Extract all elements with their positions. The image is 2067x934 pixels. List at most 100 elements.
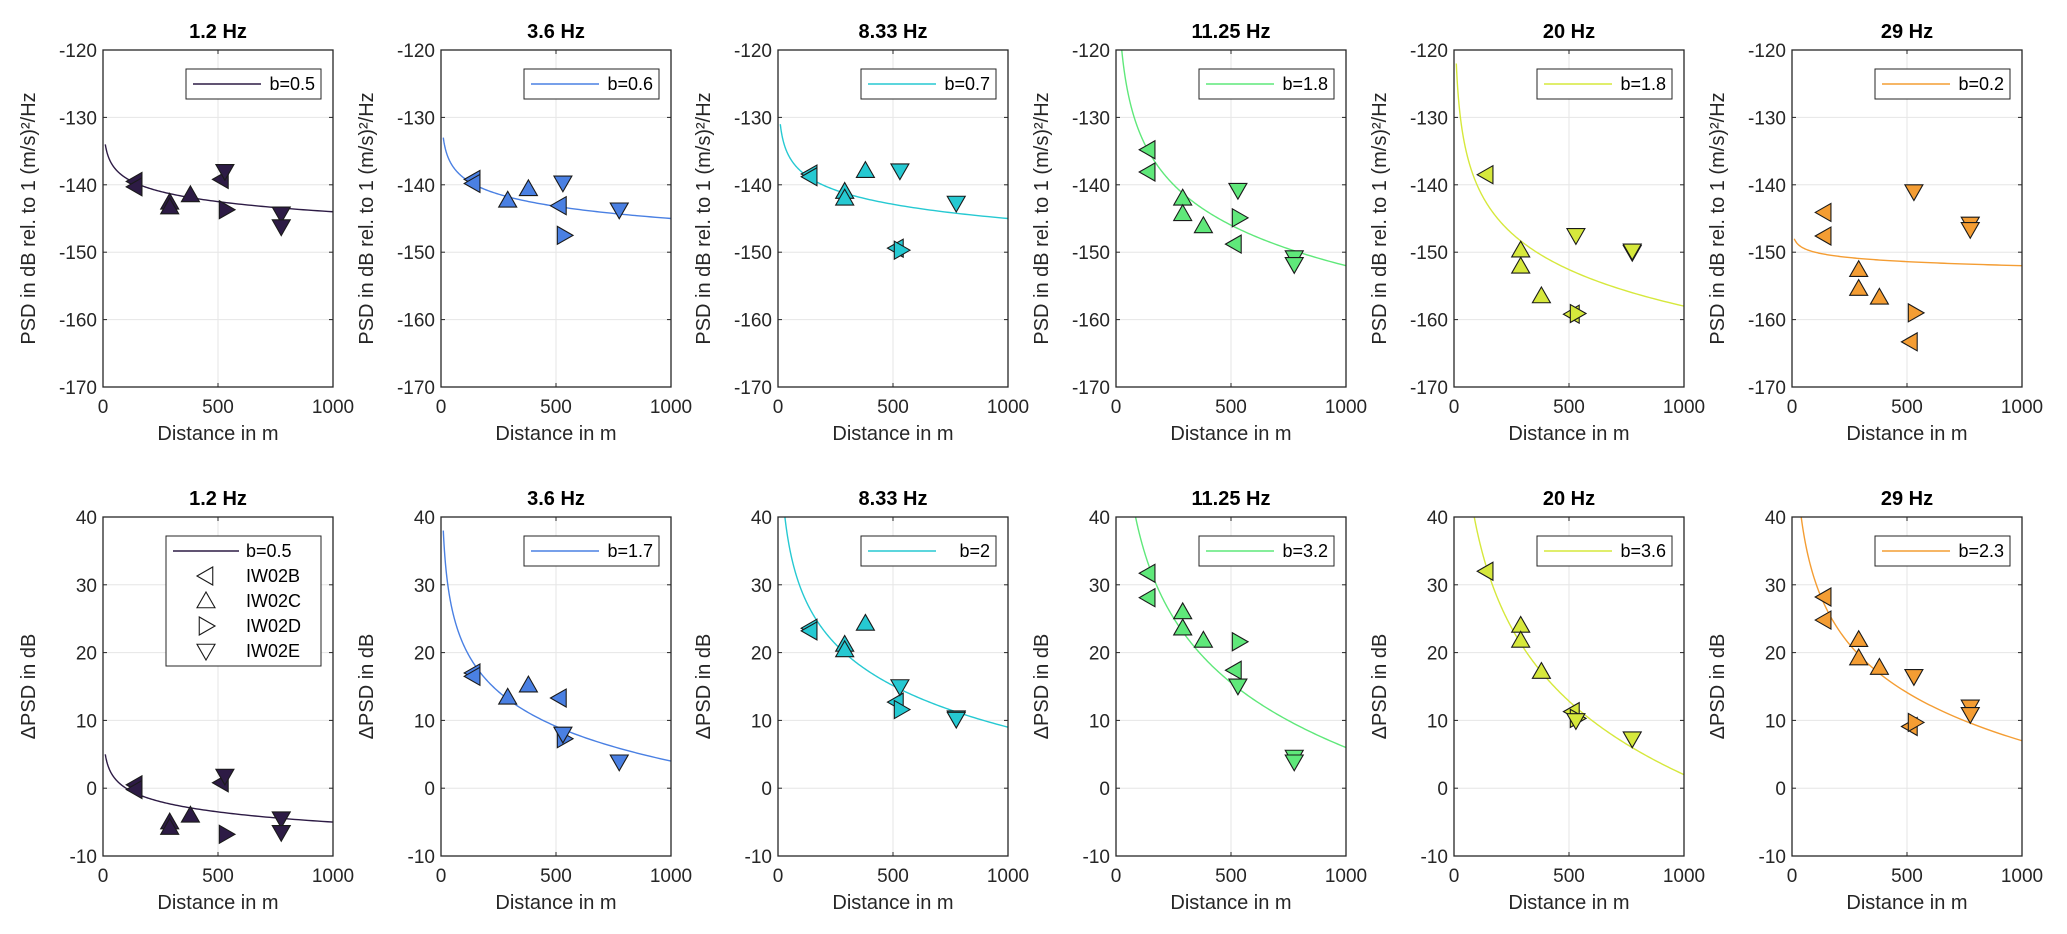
x-tick-label: 1000 [1663, 397, 1705, 418]
panel-title: 20 Hz [1543, 488, 1595, 510]
data-point-iw02c [1531, 661, 1552, 679]
data-point-iw02c [1510, 256, 1531, 274]
y-tick-label: 30 [1089, 576, 1110, 597]
data-point-iw02b [1224, 234, 1242, 255]
legend-label: IW02B [246, 566, 300, 586]
x-tick-label: 1000 [2001, 397, 2043, 418]
panel-title: 1.2 Hz [189, 488, 247, 510]
legend-label: b=0.5 [246, 541, 292, 561]
data-point-iw02c [1193, 630, 1214, 648]
data-point-iw02d [1907, 712, 1926, 733]
data-point-iw02c [1869, 657, 1890, 675]
data-point-iw02e [1227, 678, 1248, 696]
legend: b=1.8 [1198, 68, 1335, 100]
x-axis-label: Distance in m [1170, 892, 1291, 914]
x-tick-label: 500 [1215, 866, 1247, 887]
legend-label: IW02C [246, 591, 301, 611]
y-tick-label: 20 [1765, 644, 1786, 665]
y-axis-label: PSD in dB rel. to 1 (m/s)²/Hz [693, 92, 715, 344]
x-tick-label: 500 [202, 397, 234, 418]
legend-label: b=1.7 [607, 541, 653, 561]
data-point-iw02e [1565, 713, 1586, 731]
y-tick-label: -170 [734, 378, 772, 399]
fit-curve [779, 124, 1009, 220]
y-axis-label: PSD in dB rel. to 1 (m/s)²/Hz [356, 92, 378, 344]
data-point-iw02c [834, 639, 855, 658]
x-tick-label: 1000 [312, 866, 354, 887]
x-tick-label: 0 [773, 866, 784, 887]
data-point-iw02c [518, 178, 539, 197]
data-point-iw02b [549, 195, 567, 216]
x-axis-label: Distance in m [157, 423, 278, 445]
y-tick-label: -120 [59, 41, 97, 62]
panel-top-3: 0 500 1000 -170 -160 -150 -140 -130 -120 8.33 Hz D… [693, 21, 1029, 445]
data-point-iw02b [1476, 561, 1494, 582]
y-tick-label: 40 [414, 508, 435, 529]
data-point-iw02e [889, 679, 910, 697]
data-point-iw02c [834, 188, 855, 206]
y-tick-label: -130 [59, 108, 97, 129]
data-point-iw02c [1869, 287, 1890, 305]
data-point-iw02e [271, 811, 292, 829]
data-point-iw02c [1172, 203, 1193, 222]
y-tick-label: -130 [1748, 108, 1786, 129]
y-tick-label: -120 [397, 41, 435, 62]
x-tick-label: 1000 [2001, 866, 2043, 887]
fit-curve [784, 516, 1009, 728]
x-tick-label: 0 [436, 866, 447, 887]
data-point-iw02d [218, 824, 237, 845]
panel-title: 11.25 Hz [1192, 488, 1271, 510]
y-tick-label: 0 [761, 779, 772, 800]
data-point-iw02b [1900, 331, 1918, 352]
legend-label: b=3.2 [1282, 541, 1328, 561]
data-point-iw02e [1622, 731, 1643, 749]
data-point-iw02c [1172, 618, 1193, 636]
legend: b=2.3 [1874, 535, 2011, 567]
x-tick-label: 0 [1787, 397, 1798, 418]
data-point-iw02b [1814, 226, 1832, 246]
x-axis-label: Distance in m [1846, 892, 1967, 914]
y-tick-label: -120 [1410, 41, 1448, 62]
y-tick-label: 10 [414, 711, 435, 732]
y-tick-label: 10 [751, 711, 772, 732]
y-tick-label: 30 [751, 576, 772, 597]
x-tick-label: 0 [1787, 866, 1798, 887]
data-point-iw02b [1138, 162, 1156, 182]
data-point-iw02e [609, 202, 630, 220]
y-tick-label: -160 [397, 311, 435, 332]
data-point-iw02d [1231, 631, 1250, 652]
data-point-iw02c [1848, 647, 1869, 666]
y-axis-label: ΔPSD in dB [1707, 634, 1729, 740]
legend-label: b=0.5 [269, 74, 315, 94]
y-tick-label: 10 [1765, 711, 1786, 732]
y-tick-label: 30 [76, 576, 97, 597]
fit-curve [442, 530, 672, 762]
legend-label: b=3.6 [1620, 541, 1666, 561]
x-tick-label: 0 [98, 866, 109, 887]
y-tick-label: 10 [1427, 711, 1448, 732]
y-tick-label: -150 [1410, 243, 1448, 264]
y-tick-label: -150 [734, 243, 772, 264]
legend: b=3.2 [1198, 535, 1335, 567]
data-point-iw02b [1138, 563, 1156, 584]
x-tick-label: 500 [202, 866, 234, 887]
data-point-iw02c [1510, 630, 1531, 648]
data-point-iw02e [1903, 669, 1924, 687]
legend-label: b=0.6 [607, 74, 653, 94]
x-tick-label: 500 [1553, 397, 1585, 418]
panel-top-6: 0 500 1000 -170 -160 -150 -140 -130 -120 29 Hz Dis… [1707, 21, 2043, 445]
data-point-iw02d [1231, 207, 1250, 228]
fit-curve [104, 754, 334, 823]
data-point-iw02b [1224, 660, 1242, 681]
data-point-iw02c [159, 196, 180, 215]
y-tick-label: -10 [1083, 847, 1110, 868]
data-point-iw02b [463, 666, 481, 687]
y-tick-label: -120 [1072, 41, 1110, 62]
y-tick-label: -120 [734, 41, 772, 62]
x-axis-label: Distance in m [832, 423, 953, 445]
y-tick-label: -170 [1072, 378, 1110, 399]
data-point-iw02c [1848, 629, 1869, 648]
y-tick-label: -140 [1410, 176, 1448, 197]
y-tick-label: -150 [59, 243, 97, 264]
